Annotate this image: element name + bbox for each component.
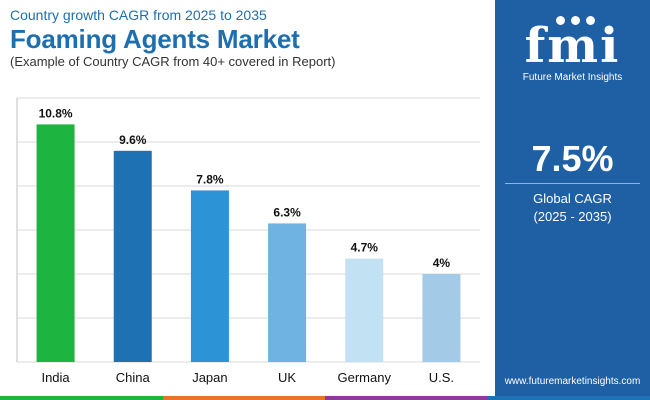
- chart-subtitle: Country growth CAGR from 2025 to 2035: [10, 7, 267, 23]
- data-label: 4%: [433, 256, 451, 270]
- website-link[interactable]: www.futuremarketinsights.com: [504, 376, 641, 387]
- data-label: 7.8%: [196, 172, 224, 186]
- bar-chart: 10.8% India 9.6% China 7.8% Japan 6.3% UK 4.7% Ge…: [16, 97, 480, 385]
- x-tick-label: UK: [278, 370, 296, 385]
- bar-china: [113, 150, 152, 362]
- logo-subtitle: Future Market Insights: [522, 72, 623, 83]
- data-label: 9.6%: [119, 133, 147, 147]
- global-cagr-value: 7.5%: [531, 138, 614, 179]
- cagr-label-text: Global CAGR: [533, 191, 612, 206]
- bottom-color-bar: [0, 396, 650, 400]
- x-tick-label: China: [116, 370, 151, 385]
- x-tick-label: India: [41, 370, 70, 385]
- chart-title: Foaming Agents Market: [10, 24, 300, 54]
- bar-us: [422, 274, 461, 362]
- data-label: 10.8%: [39, 106, 73, 120]
- bar-india: [36, 124, 75, 363]
- bottom-bar-segment: [0, 396, 163, 400]
- bar-japan: [190, 190, 229, 362]
- global-cagr-label: Global CAGR (2025 - 2035): [495, 190, 650, 226]
- divider: [505, 183, 640, 184]
- x-tick-label: U.S.: [429, 370, 454, 385]
- bottom-bar-segment: [487, 396, 650, 400]
- bar-uk: [268, 223, 307, 362]
- data-label: 4.7%: [351, 241, 379, 255]
- summary-panel: fmi Future Market Insights 7.5% Global C…: [495, 0, 650, 400]
- x-tick-label: Germany: [338, 370, 392, 385]
- chart-note: (Example of Country CAGR from 40+ covere…: [10, 54, 336, 69]
- bottom-bar-segment: [162, 396, 325, 400]
- logo-text: fmi: [524, 18, 621, 74]
- chart-header: Country growth CAGR from 2025 to 2035 Fo…: [10, 6, 336, 70]
- bottom-bar-segment: [325, 396, 488, 400]
- x-tick-label: Japan: [192, 370, 227, 385]
- cagr-period-text: (2025 - 2035): [533, 209, 612, 224]
- bar-germany: [345, 258, 384, 362]
- data-label: 6.3%: [273, 205, 301, 219]
- fmi-logo: fmi Future Market Insights: [495, 8, 650, 88]
- logo-dots-icon: [553, 12, 598, 30]
